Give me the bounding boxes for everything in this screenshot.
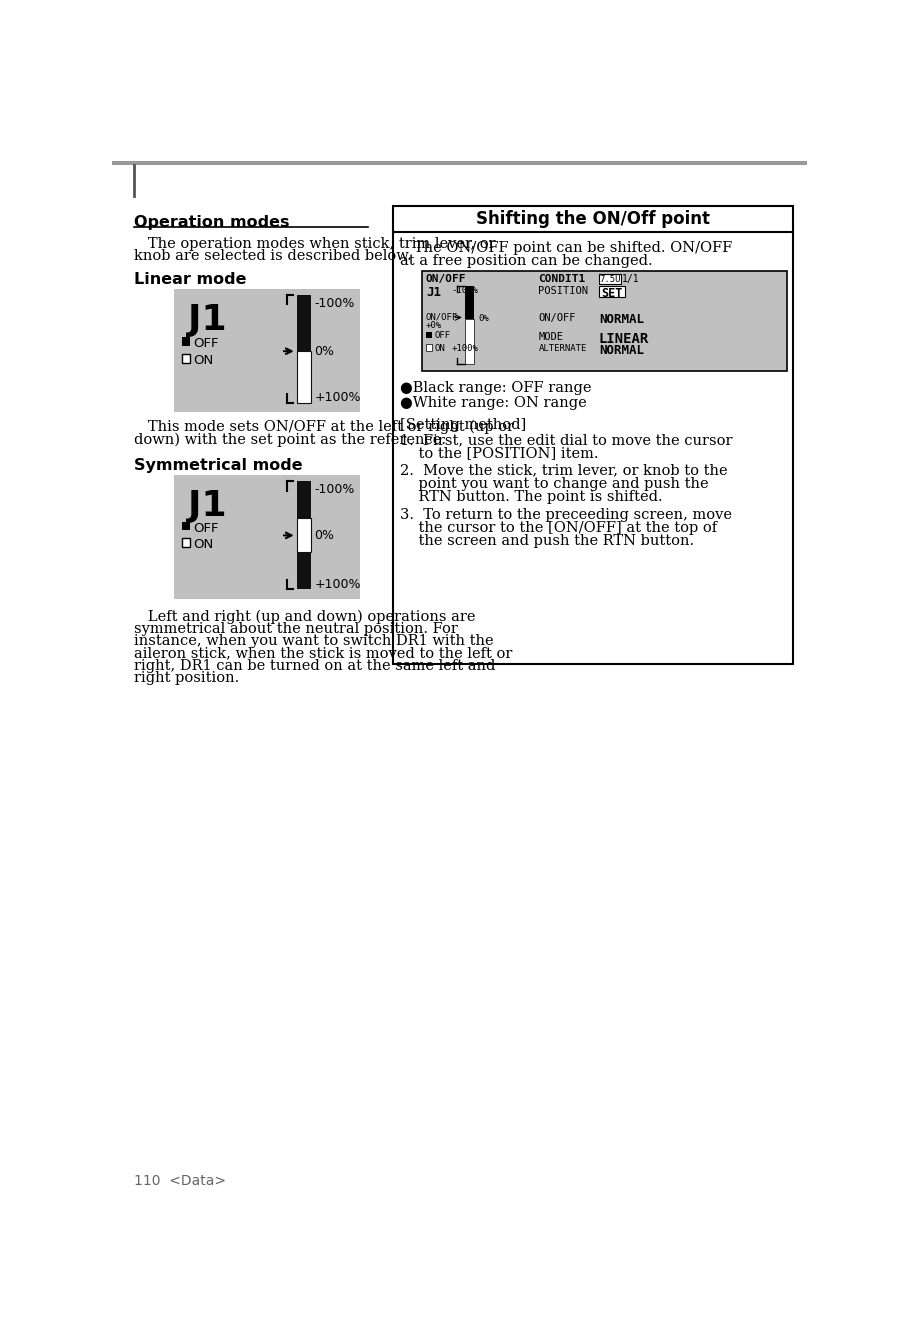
Text: 1.  First, use the edit dial to move the cursor: 1. First, use the edit dial to move the … bbox=[400, 432, 733, 447]
Text: ON: ON bbox=[194, 355, 213, 367]
Text: 7.5U: 7.5U bbox=[599, 275, 621, 285]
Bar bbox=[174, 289, 360, 412]
Text: J1: J1 bbox=[188, 302, 227, 337]
Text: 0%: 0% bbox=[315, 529, 335, 541]
Text: RTN button. The point is shifted.: RTN button. The point is shifted. bbox=[400, 490, 663, 504]
Text: OFF: OFF bbox=[194, 521, 219, 535]
Text: [Setting method]: [Setting method] bbox=[400, 418, 527, 431]
Bar bbox=[465, 318, 474, 364]
Text: aileron stick, when the stick is moved to the left or: aileron stick, when the stick is moved t… bbox=[134, 646, 512, 661]
Text: ON: ON bbox=[194, 539, 213, 552]
Text: ALTERNATE: ALTERNATE bbox=[538, 344, 587, 353]
Bar bbox=[182, 521, 190, 530]
Bar bbox=[393, 205, 793, 663]
Text: OFF: OFF bbox=[434, 332, 450, 340]
Text: -100%: -100% bbox=[315, 297, 355, 310]
Bar bbox=[297, 352, 310, 403]
Bar bbox=[182, 355, 190, 363]
Text: right, DR1 can be turned on at the same left and: right, DR1 can be turned on at the same … bbox=[134, 658, 495, 673]
Text: symmetrical about the neutral position. For: symmetrical about the neutral position. … bbox=[134, 622, 457, 635]
Bar bbox=[599, 274, 621, 285]
Text: J1: J1 bbox=[188, 489, 227, 524]
Text: +0%: +0% bbox=[426, 321, 442, 330]
Text: ON/OFF: ON/OFF bbox=[426, 313, 458, 322]
Bar bbox=[426, 332, 432, 338]
Bar bbox=[426, 344, 432, 351]
Text: 3.  To return to the preceeding screen, move: 3. To return to the preceeding screen, m… bbox=[400, 508, 733, 521]
Text: 2.  Move the stick, trim lever, or knob to the: 2. Move the stick, trim lever, or knob t… bbox=[400, 463, 728, 478]
Bar bbox=[297, 552, 310, 590]
Text: ON/OFF: ON/OFF bbox=[426, 274, 466, 285]
Text: Shifting the ON/Off point: Shifting the ON/Off point bbox=[476, 210, 710, 228]
Text: at a free position can be changed.: at a free position can be changed. bbox=[400, 254, 653, 269]
Text: +100%: +100% bbox=[451, 344, 478, 353]
Bar bbox=[422, 270, 788, 371]
Text: +100%: +100% bbox=[315, 391, 361, 404]
Text: 1/1: 1/1 bbox=[623, 274, 640, 285]
Text: +100%: +100% bbox=[315, 577, 361, 591]
Bar bbox=[182, 539, 190, 547]
Text: right position.: right position. bbox=[134, 672, 239, 685]
Bar bbox=[112, 165, 807, 196]
Bar bbox=[297, 518, 310, 552]
Text: point you want to change and push the: point you want to change and push the bbox=[400, 477, 709, 490]
Bar bbox=[174, 475, 360, 599]
Text: CONDIT1: CONDIT1 bbox=[538, 274, 586, 285]
Text: Symmetrical mode: Symmetrical mode bbox=[134, 458, 302, 473]
Text: Linear mode: Linear mode bbox=[134, 273, 247, 287]
Text: 110  <Data>: 110 <Data> bbox=[134, 1174, 226, 1187]
Text: POSITION: POSITION bbox=[538, 286, 588, 295]
Bar bbox=[599, 286, 625, 297]
Text: NORMAL: NORMAL bbox=[599, 344, 644, 357]
Text: down) with the set point as the reference.: down) with the set point as the referenc… bbox=[134, 432, 446, 447]
Bar bbox=[465, 286, 474, 318]
Text: This mode sets ON/OFF at the left or right (up or: This mode sets ON/OFF at the left or rig… bbox=[134, 420, 514, 434]
Text: the screen and push the RTN button.: the screen and push the RTN button. bbox=[400, 533, 694, 548]
Text: ON: ON bbox=[434, 344, 445, 353]
Text: J1: J1 bbox=[426, 286, 441, 299]
Text: 0%: 0% bbox=[478, 314, 489, 324]
Text: OFF: OFF bbox=[194, 337, 219, 351]
Text: to the [POSITION] item.: to the [POSITION] item. bbox=[400, 446, 599, 461]
Text: Operation modes: Operation modes bbox=[134, 215, 290, 230]
Bar bbox=[182, 337, 190, 345]
Text: the cursor to the [ON/OFF] at the top of: the cursor to the [ON/OFF] at the top of bbox=[400, 521, 718, 535]
Text: LINEAR: LINEAR bbox=[599, 332, 649, 346]
Text: The operation modes when stick, trim lever, or: The operation modes when stick, trim lev… bbox=[134, 236, 495, 251]
Bar bbox=[112, 161, 807, 165]
Text: MODE: MODE bbox=[538, 332, 563, 342]
Text: ●Black range: OFF range: ●Black range: OFF range bbox=[400, 381, 592, 395]
Text: Left and right (up and down) operations are: Left and right (up and down) operations … bbox=[134, 610, 475, 623]
Text: ON/OFF: ON/OFF bbox=[538, 313, 576, 322]
Text: NORMAL: NORMAL bbox=[599, 313, 644, 326]
Text: knob are selected is described below.: knob are selected is described below. bbox=[134, 248, 412, 263]
Text: ●White range: ON range: ●White range: ON range bbox=[400, 396, 588, 410]
Text: instance, when you want to switch DR1 with the: instance, when you want to switch DR1 wi… bbox=[134, 634, 493, 647]
Text: -100%: -100% bbox=[451, 286, 478, 295]
Text: The ON/OFF point can be shifted. ON/OFF: The ON/OFF point can be shifted. ON/OFF bbox=[400, 242, 733, 255]
Bar bbox=[297, 482, 310, 518]
Text: -100%: -100% bbox=[315, 483, 355, 496]
Text: 0%: 0% bbox=[315, 345, 335, 357]
Text: SET: SET bbox=[601, 286, 623, 299]
Bar bbox=[297, 295, 310, 352]
